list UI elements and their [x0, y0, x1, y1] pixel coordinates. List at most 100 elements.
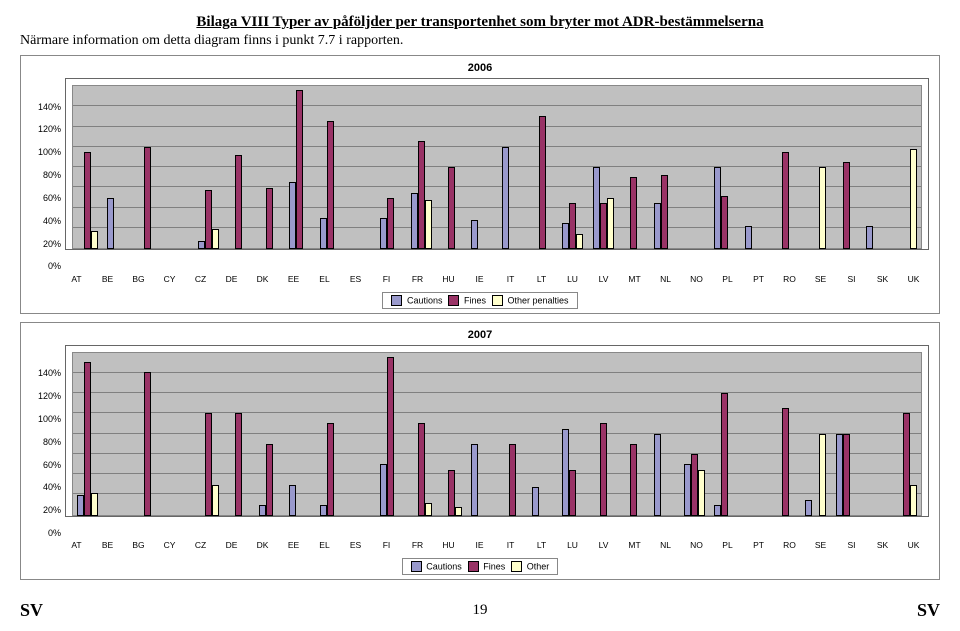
category-group: [72, 85, 102, 249]
bar: [569, 470, 576, 516]
category-group: [497, 85, 527, 249]
x-tick-label: LV: [588, 274, 619, 284]
bar: [843, 162, 850, 249]
bar: [600, 423, 607, 515]
bar: [721, 196, 728, 249]
category-group: [831, 85, 861, 249]
y-tick-label: 0%: [48, 528, 61, 538]
bar: [910, 149, 917, 249]
legend-label: Other: [524, 562, 549, 572]
bar: [455, 507, 462, 515]
bar: [259, 505, 266, 515]
legend: Cautions Fines Other: [31, 558, 929, 575]
category-group: [285, 85, 315, 249]
footer-page-number: 19: [473, 602, 488, 619]
y-tick-label: 80%: [43, 437, 61, 447]
bar: [539, 116, 546, 249]
x-tick-label: NL: [650, 540, 681, 550]
category-group: [679, 85, 709, 249]
bar: [425, 200, 432, 249]
x-tick-label: LT: [526, 274, 557, 284]
bar: [691, 454, 698, 516]
bar: [235, 413, 242, 516]
bar: [654, 203, 661, 249]
bar: [836, 434, 843, 516]
category-group: [467, 85, 497, 249]
x-tick-label: HU: [433, 274, 464, 284]
bar: [266, 188, 273, 250]
bar: [805, 500, 812, 515]
category-group: [740, 85, 770, 249]
x-tick-label: HU: [433, 540, 464, 550]
category-group: [588, 85, 618, 249]
x-tick-label: CY: [154, 274, 185, 284]
y-tick-label: 40%: [43, 482, 61, 492]
page-subtitle: Närmare information om detta diagram fin…: [20, 33, 940, 49]
category-group: [193, 85, 223, 249]
bar: [144, 372, 151, 516]
category-group: [254, 85, 284, 249]
x-tick-label: DE: [216, 540, 247, 550]
bar: [448, 470, 455, 516]
x-tick-label: CZ: [185, 540, 216, 550]
y-tick-label: 100%: [38, 147, 61, 157]
bar: [721, 393, 728, 516]
x-tick-label: SK: [867, 540, 898, 550]
legend-inner: Cautions Fines Other: [402, 558, 559, 575]
bar: [144, 147, 151, 250]
y-tick-label: 140%: [38, 368, 61, 378]
chart-title: 2007: [31, 329, 929, 341]
category-group: [770, 85, 800, 249]
bar: [562, 429, 569, 516]
x-tick-label: LT: [526, 540, 557, 550]
bar: [684, 464, 691, 515]
category-group: [163, 352, 193, 516]
bar: [654, 434, 661, 516]
bar: [212, 485, 219, 516]
bar: [910, 485, 917, 516]
bar: [235, 155, 242, 249]
x-tick-label: CY: [154, 540, 185, 550]
category-group: [679, 352, 709, 516]
legend-label: Fines: [481, 562, 506, 572]
y-tick-label: 0%: [48, 261, 61, 271]
x-tick-label: MT: [619, 540, 650, 550]
bar: [593, 167, 600, 249]
category-group: [436, 352, 466, 516]
x-tick-label: ES: [340, 540, 371, 550]
bar: [107, 198, 114, 249]
x-tick-label: BE: [92, 540, 123, 550]
bar: [296, 90, 303, 249]
bar: [425, 503, 432, 515]
x-tick-label: FR: [402, 274, 433, 284]
category-group: [315, 85, 345, 249]
legend-swatch: [391, 295, 402, 306]
x-tick-label: DK: [247, 274, 278, 284]
category-group: [801, 352, 831, 516]
x-tick-label: MT: [619, 274, 650, 284]
x-tick-label: PT: [743, 540, 774, 550]
category-group: [436, 85, 466, 249]
bar: [327, 121, 334, 249]
y-tick-label: 120%: [38, 391, 61, 401]
category-group: [224, 85, 254, 249]
category-group: [801, 85, 831, 249]
bar: [502, 147, 509, 250]
bar: [843, 434, 850, 516]
x-tick-label: BG: [123, 540, 154, 550]
category-group: [618, 352, 648, 516]
bar: [903, 413, 910, 516]
bar: [600, 203, 607, 249]
y-tick-label: 100%: [38, 414, 61, 424]
bar: [819, 167, 826, 249]
category-group: [558, 352, 588, 516]
x-tick-label: LU: [557, 540, 588, 550]
x-tick-label: FI: [371, 540, 402, 550]
bar: [198, 241, 205, 249]
x-tick-label: SI: [836, 540, 867, 550]
category-group: [345, 85, 375, 249]
bar: [380, 218, 387, 249]
category-group: [102, 85, 132, 249]
x-tick-label: FR: [402, 540, 433, 550]
plot-wrap: 140%120%100%80%60%40%20%0%: [31, 78, 929, 272]
